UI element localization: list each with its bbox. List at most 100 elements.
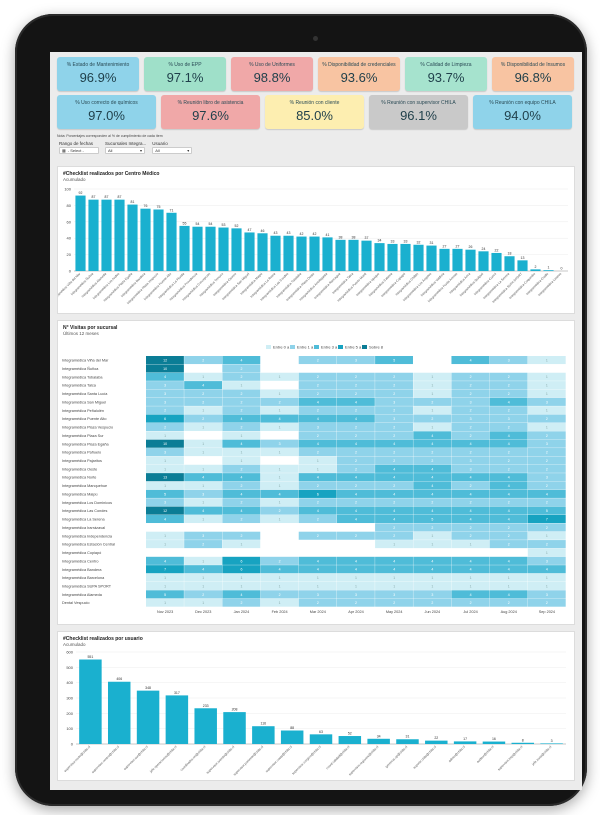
chart2-cell[interactable] bbox=[298, 573, 337, 582]
chart1-bar[interactable] bbox=[530, 269, 541, 271]
chart2-cell[interactable] bbox=[336, 598, 375, 607]
chart2-cell[interactable] bbox=[375, 456, 413, 465]
chart2-cell[interactable] bbox=[489, 514, 528, 524]
chart2-cell[interactable] bbox=[260, 514, 299, 524]
chart2-cell[interactable] bbox=[375, 356, 413, 365]
chart2-cell[interactable] bbox=[489, 448, 528, 457]
chart2-cell[interactable] bbox=[413, 448, 452, 457]
chart2-cell[interactable] bbox=[413, 523, 452, 532]
chart1-bar[interactable] bbox=[374, 243, 385, 271]
chart1-bar[interactable] bbox=[270, 235, 281, 271]
chart1-bar[interactable] bbox=[127, 204, 138, 271]
chart2-cell[interactable] bbox=[298, 431, 337, 440]
chart2-cell[interactable] bbox=[184, 581, 223, 590]
kpi-card[interactable]: % Uso de Uniformes 98.8% bbox=[231, 57, 313, 91]
chart2-cell[interactable] bbox=[375, 531, 413, 540]
chart2-cell[interactable] bbox=[489, 581, 528, 590]
chart2-cell[interactable] bbox=[222, 498, 261, 507]
chart2-cell[interactable] bbox=[222, 414, 261, 423]
chart2-cell[interactable] bbox=[336, 489, 375, 498]
chart2-cell[interactable] bbox=[298, 456, 337, 465]
chart2-cell[interactable] bbox=[413, 573, 452, 582]
chart2-cell[interactable] bbox=[260, 481, 299, 490]
chart2-cell[interactable] bbox=[489, 573, 528, 582]
chart2-cell[interactable] bbox=[375, 590, 413, 599]
chart2-cell[interactable] bbox=[260, 397, 299, 406]
chart2-cell[interactable] bbox=[222, 372, 261, 381]
chart2-cell[interactable] bbox=[184, 598, 223, 607]
chart2-cell[interactable] bbox=[222, 389, 261, 398]
chart2-cell[interactable] bbox=[336, 581, 375, 590]
chart2-cell[interactable] bbox=[375, 439, 413, 448]
chart1-bar[interactable] bbox=[478, 251, 489, 271]
chart2-cell[interactable] bbox=[146, 389, 184, 398]
chart2-cell[interactable] bbox=[489, 422, 528, 431]
chart2-cell[interactable] bbox=[184, 356, 223, 365]
chart2-cell[interactable] bbox=[184, 506, 223, 515]
chart2-cell[interactable] bbox=[260, 372, 299, 381]
chart2-cell[interactable] bbox=[375, 540, 413, 549]
chart2-cell[interactable] bbox=[222, 573, 261, 582]
filter-select[interactable]: All ▾ bbox=[152, 147, 193, 154]
chart1-bar[interactable] bbox=[75, 195, 86, 271]
chart2-cell[interactable] bbox=[184, 531, 223, 540]
chart2-cell[interactable] bbox=[489, 548, 528, 557]
chart2-cell[interactable] bbox=[527, 456, 566, 465]
chart2-cell[interactable] bbox=[146, 356, 184, 365]
chart3-bar[interactable] bbox=[79, 659, 102, 744]
chart2-cell[interactable] bbox=[527, 364, 566, 373]
chart2-cell[interactable] bbox=[527, 464, 566, 473]
chart1-bar[interactable] bbox=[88, 199, 99, 271]
chart2-cell[interactable] bbox=[336, 414, 375, 423]
chart2-cell[interactable] bbox=[527, 489, 566, 498]
chart2-cell[interactable] bbox=[298, 590, 337, 599]
kpi-card[interactable]: % Calidad de Limpieza 93.7% bbox=[405, 57, 487, 91]
chart2-cell[interactable] bbox=[222, 422, 261, 431]
chart2-cell[interactable] bbox=[489, 414, 528, 423]
chart2-cell[interactable] bbox=[413, 356, 452, 365]
chart2-cell[interactable] bbox=[146, 422, 184, 431]
chart3-bar[interactable] bbox=[252, 726, 275, 744]
chart2-cell[interactable] bbox=[336, 364, 375, 373]
chart2-cell[interactable] bbox=[527, 506, 566, 515]
kpi-card[interactable]: % Reunión con equipo CHILA 94.0% bbox=[473, 95, 572, 129]
chart3-bar[interactable] bbox=[338, 736, 362, 744]
chart2-cell[interactable] bbox=[375, 506, 413, 515]
chart2-cell[interactable] bbox=[336, 406, 375, 415]
chart2-cell[interactable] bbox=[413, 381, 452, 390]
chart1-bar[interactable] bbox=[465, 249, 476, 271]
chart2-cell[interactable] bbox=[375, 581, 413, 590]
chart2-cell[interactable] bbox=[146, 414, 184, 423]
chart2-cell[interactable] bbox=[222, 523, 261, 532]
chart2-cell[interactable] bbox=[184, 498, 223, 507]
chart2-cell[interactable] bbox=[336, 590, 375, 599]
chart3-bar[interactable] bbox=[540, 743, 563, 744]
chart1-bar[interactable] bbox=[452, 248, 463, 271]
chart2-cell[interactable] bbox=[184, 422, 223, 431]
kpi-card[interactable]: % Reunión libro de asistencia 97.6% bbox=[161, 95, 260, 129]
chart2-cell[interactable] bbox=[451, 372, 490, 381]
chart2-cell[interactable] bbox=[146, 598, 184, 607]
chart2-cell[interactable] bbox=[222, 397, 261, 406]
chart2-cell[interactable] bbox=[260, 531, 299, 540]
chart2-cell[interactable] bbox=[184, 397, 223, 406]
chart2-cell[interactable] bbox=[336, 565, 375, 574]
chart2-cell[interactable] bbox=[489, 397, 528, 406]
chart3-bar[interactable] bbox=[165, 695, 189, 744]
chart2-cell[interactable] bbox=[222, 381, 261, 390]
chart2-cell[interactable] bbox=[184, 548, 223, 557]
chart2-cell[interactable] bbox=[146, 590, 184, 599]
chart1-bar[interactable] bbox=[491, 252, 502, 271]
chart2-cell[interactable] bbox=[146, 498, 184, 507]
chart1-bar[interactable] bbox=[322, 237, 333, 271]
chart2-cell[interactable] bbox=[451, 514, 490, 524]
chart2-cell[interactable] bbox=[489, 531, 528, 540]
chart2-cell[interactable] bbox=[298, 397, 337, 406]
chart3-bar[interactable] bbox=[194, 708, 217, 744]
chart2-cell[interactable] bbox=[336, 381, 375, 390]
chart2-cell[interactable] bbox=[146, 548, 184, 557]
chart1-bar[interactable] bbox=[543, 270, 554, 271]
chart1-bar[interactable] bbox=[348, 239, 359, 271]
chart2-cell[interactable] bbox=[375, 598, 413, 607]
chart2-cell[interactable] bbox=[336, 422, 375, 431]
